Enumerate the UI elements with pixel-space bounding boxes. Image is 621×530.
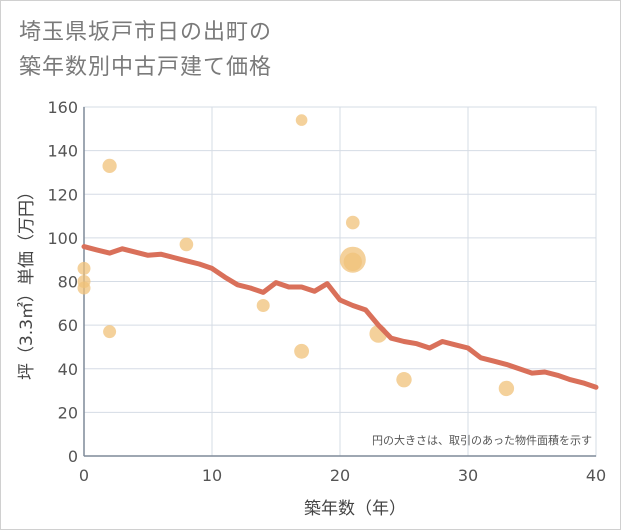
y-tick-label: 20 (58, 403, 78, 422)
y-tick-label: 0 (68, 447, 78, 466)
data-point (343, 252, 362, 272)
x-tick-label: 40 (586, 466, 606, 485)
y-tick-label: 140 (47, 142, 78, 161)
size-note: 円の大きさは、取引のあった物件面積を示す (372, 433, 592, 447)
x-tick-label: 0 (79, 466, 89, 485)
y-tick-label: 40 (58, 360, 78, 379)
data-point (102, 158, 117, 174)
x-tick-label: 20 (330, 466, 350, 485)
chart-title-line-1: 埼玉県坂戸市日の出町の (19, 20, 273, 45)
x-tick-label: 30 (458, 466, 478, 485)
data-point (396, 371, 412, 388)
data-point (498, 380, 515, 397)
y-tick-label: 80 (58, 273, 78, 292)
y-tick-label: 60 (58, 316, 78, 335)
y-axis-label: 坪（3.3㎡）単価（万円） (17, 183, 37, 380)
data-point (77, 261, 91, 275)
trend-line (81, 244, 599, 390)
y-tick-label: 100 (47, 229, 78, 248)
y-tick-label: 160 (47, 98, 78, 117)
chart-title-line-2: 築年数別中古戸建て価格 (19, 55, 273, 80)
data-point (345, 215, 360, 230)
data-point (77, 275, 91, 288)
data-point (294, 343, 310, 359)
data-point (179, 237, 194, 252)
y-tick-label: 120 (47, 185, 78, 204)
data-point (103, 325, 117, 339)
x-axis-label: 築年数（年） (304, 499, 406, 519)
data-point (295, 114, 308, 126)
data-point (256, 298, 270, 312)
x-tick-label: 10 (202, 466, 222, 485)
chart-title: 埼玉県坂戸市日の出町の 築年数別中古戸建て価格 (19, 15, 272, 85)
